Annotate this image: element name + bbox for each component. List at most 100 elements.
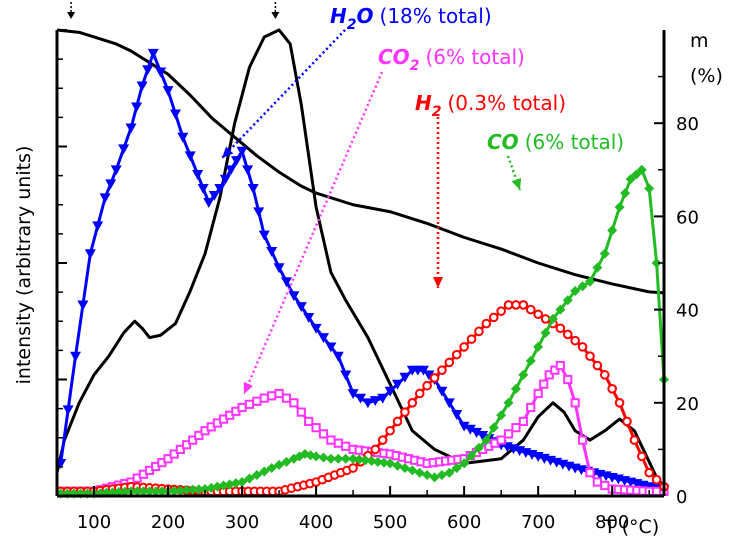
series-label-subscript: 2 — [347, 17, 357, 33]
marker-CO — [503, 397, 514, 408]
marker-CO — [175, 485, 186, 496]
marker-CO2 — [281, 393, 292, 403]
marker-H2 — [622, 416, 632, 427]
marker-H2 — [474, 326, 484, 337]
plot-area — [55, 28, 670, 499]
marker-CO2 — [550, 365, 560, 375]
marker-CO2 — [651, 486, 662, 496]
marker-CO2 — [311, 423, 321, 433]
marker-CO — [244, 473, 255, 484]
series-mass — [56, 28, 665, 295]
marker-H2 — [422, 380, 432, 391]
marker-CO — [510, 383, 521, 394]
series-label-H2: H2 (0.3% total) — [415, 91, 566, 120]
marker-H2 — [525, 304, 536, 315]
marker-CO — [169, 485, 180, 496]
top-marker-arrow-1 — [67, 2, 76, 19]
marker-H2O — [84, 249, 96, 260]
marker-H2O — [280, 277, 292, 288]
marker-H2O — [303, 312, 315, 323]
marker-H2O — [208, 191, 220, 201]
marker-CO — [466, 450, 477, 461]
marker-CO — [577, 281, 588, 292]
marker-CO — [592, 262, 603, 273]
marker-H2O — [340, 370, 352, 381]
marker-CO — [281, 456, 292, 467]
marker-CO2 — [526, 402, 536, 413]
x-tick-label-100: 100 — [77, 512, 111, 533]
series-line-CO — [60, 168, 666, 496]
marker-CO2 — [259, 393, 269, 403]
marker-H2 — [429, 373, 440, 383]
marker-H2O — [347, 389, 359, 399]
marker-H2 — [644, 467, 654, 478]
marker-H2 — [614, 398, 625, 408]
series-label-subscript: 2 — [432, 104, 442, 120]
marker-CO2 — [267, 391, 277, 401]
marker-CO — [533, 341, 544, 352]
marker-CO — [651, 258, 662, 268]
series-label-note: (6% total) — [525, 130, 624, 154]
marker-CO2 — [600, 480, 610, 491]
marker-H2 — [577, 342, 588, 352]
marker-CO — [266, 463, 277, 474]
marker-H2O — [258, 230, 270, 241]
marker-CO — [348, 453, 359, 464]
marker-H2O — [203, 198, 215, 208]
marker-CO — [518, 369, 529, 380]
marker-H2 — [407, 398, 418, 408]
marker-CO2 — [244, 399, 255, 409]
marker-CO — [636, 164, 647, 175]
marker-CO2 — [539, 379, 549, 389]
marker-CO — [132, 486, 143, 497]
series-label-note: (0.3% total) — [448, 91, 567, 115]
series-label-subscript: 2 — [410, 58, 420, 74]
marker-CO2 — [555, 360, 565, 371]
marker-H2O — [384, 386, 396, 397]
marker-CO2 — [237, 402, 247, 413]
marker-H2O — [147, 48, 159, 59]
marker-H2O — [92, 221, 104, 232]
marker-H2O — [70, 351, 82, 362]
marker-CO — [540, 327, 551, 338]
marker-CO — [224, 479, 235, 490]
x-tick-label-300: 300 — [225, 512, 259, 533]
series-line-mass — [56, 28, 665, 295]
marker-H2O — [458, 421, 470, 432]
marker-CO — [156, 486, 167, 497]
marker-CO2 — [194, 430, 204, 441]
marker-H2O — [110, 165, 122, 176]
marker-CO — [318, 452, 329, 463]
marker-CO2 — [181, 440, 192, 450]
y-right-tick-label-20: 20 — [676, 394, 699, 415]
marker-CO2 — [518, 416, 528, 427]
marker-H2 — [377, 435, 388, 445]
marker-CO2 — [503, 429, 514, 439]
marker-H2O — [131, 102, 143, 113]
marker-H2 — [444, 357, 455, 368]
marker-H2 — [518, 300, 529, 310]
series-label-name: H — [330, 4, 347, 28]
marker-H2O — [177, 132, 189, 143]
marker-CO — [187, 484, 198, 495]
marker-H2 — [562, 329, 573, 340]
marker-CO — [193, 484, 204, 495]
series-CO2 — [56, 360, 669, 496]
marker-CO — [429, 472, 440, 483]
marker-CO — [150, 486, 161, 497]
marker-H2O — [231, 156, 243, 166]
marker-H2 — [451, 349, 462, 360]
marker-CO — [436, 470, 447, 481]
marker-CO — [354, 454, 365, 465]
marker-CO — [399, 463, 410, 474]
marker-H2O — [392, 379, 404, 390]
marker-H2 — [629, 435, 640, 445]
marker-H2 — [370, 444, 381, 455]
marker-CO — [444, 467, 455, 478]
marker-H2O — [184, 151, 196, 162]
marker-CO — [584, 276, 595, 287]
marker-H2O — [219, 174, 231, 185]
marker-CO2 — [296, 407, 306, 417]
marker-H2O — [451, 410, 463, 420]
marker-CO2 — [577, 435, 588, 445]
